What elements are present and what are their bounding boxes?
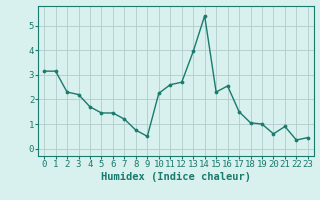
X-axis label: Humidex (Indice chaleur): Humidex (Indice chaleur) <box>101 172 251 182</box>
